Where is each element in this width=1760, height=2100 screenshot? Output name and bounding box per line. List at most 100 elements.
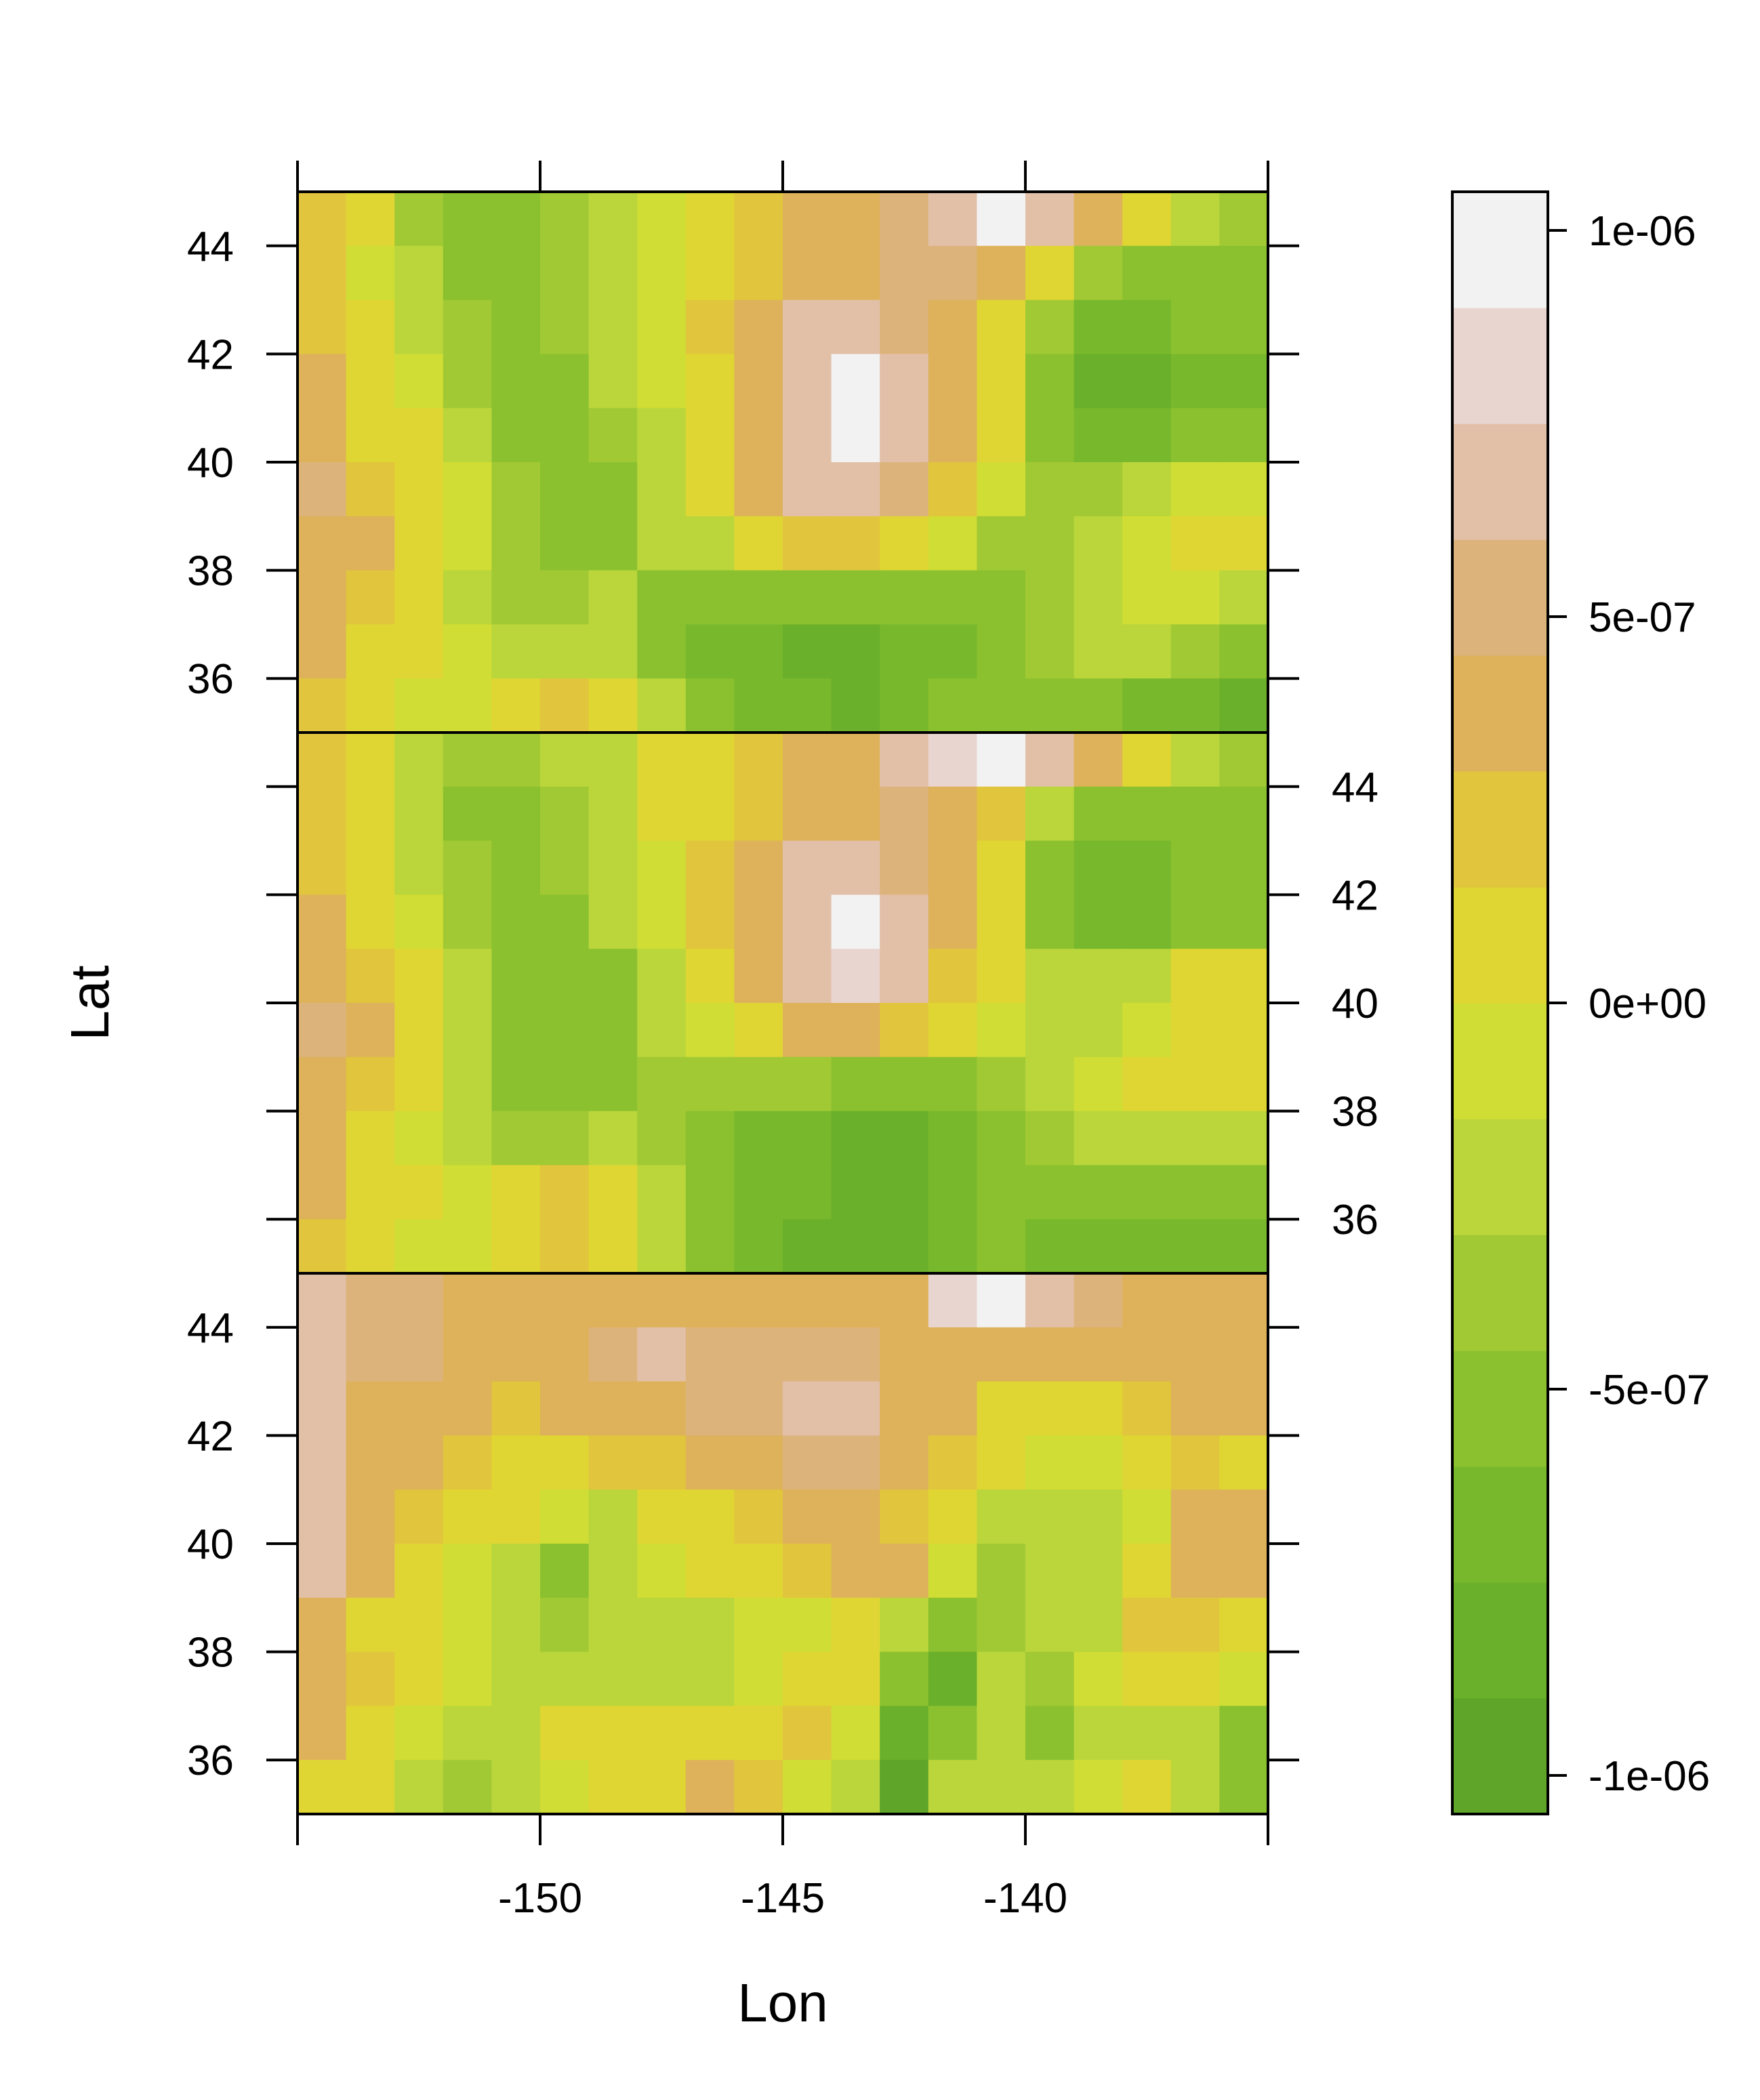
heatmap-cell: [298, 1544, 347, 1599]
heatmap-cell: [443, 570, 492, 625]
heatmap-cell: [1122, 1219, 1172, 1274]
heatmap-cell: [394, 1381, 444, 1436]
heatmap-cell: [1219, 300, 1269, 354]
heatmap-cell: [783, 1327, 832, 1382]
heatmap-cell: [928, 354, 977, 409]
heatmap-cell: [1219, 408, 1269, 463]
heatmap-cell: [443, 462, 492, 517]
heatmap-cell: [491, 1544, 541, 1599]
heatmap-cell: [491, 192, 541, 247]
heatmap-cell: [880, 245, 929, 301]
heatmap-cell: [734, 1056, 783, 1112]
heatmap-cell: [491, 1706, 541, 1761]
heatmap-cell: [443, 733, 492, 787]
heatmap-cell: [685, 1056, 735, 1112]
heatmap-cell: [831, 192, 880, 247]
heatmap-cell: [443, 1651, 492, 1706]
heatmap-cell: [298, 1111, 347, 1166]
heatmap-cell: [298, 462, 347, 517]
heatmap-cell: [491, 949, 541, 1004]
heatmap-cell: [685, 1597, 735, 1653]
heatmap-cell: [588, 1219, 638, 1274]
heatmap-cell: [298, 408, 347, 463]
heatmap-cell: [540, 733, 590, 787]
heatmap-cell: [394, 1273, 444, 1328]
heatmap-cell: [298, 1381, 347, 1436]
colorbar-segment: [1452, 539, 1548, 656]
heatmap-cell: [443, 1760, 492, 1815]
heatmap-cell: [1122, 1544, 1172, 1599]
heatmap-cell: [491, 408, 541, 463]
heatmap-cell: [880, 624, 929, 679]
heatmap-cell: [1025, 1544, 1075, 1599]
heatmap-cell: [1025, 1597, 1075, 1653]
heatmap-cell: [783, 1219, 832, 1274]
heatmap-cell: [685, 1706, 735, 1761]
heatmap-cell: [1170, 245, 1220, 301]
heatmap-cell: [298, 245, 347, 301]
heatmap-cell: [588, 1273, 638, 1328]
heatmap-cell: [588, 1003, 638, 1058]
heatmap-cell: [928, 840, 977, 895]
heatmap-cell: [1073, 1651, 1123, 1706]
heatmap-cell: [346, 1381, 395, 1436]
heatmap-cell: [1170, 408, 1220, 463]
heatmap-cell: [928, 1544, 977, 1599]
heatmap-cell: [298, 840, 347, 895]
heatmap-cell: [1073, 1219, 1123, 1274]
heatmap-cell: [831, 1597, 880, 1653]
heatmap-cell: [928, 1597, 977, 1653]
heatmap-cell: [1122, 1165, 1172, 1220]
heatmap-cell: [928, 462, 977, 517]
heatmap-cell: [1170, 1273, 1220, 1328]
heatmap-cell: [734, 894, 783, 949]
heatmap-cell: [783, 624, 832, 679]
heatmap-cell: [977, 894, 1026, 949]
heatmap-cell: [637, 408, 687, 463]
heatmap-cell: [298, 1706, 347, 1761]
heatmap-cell: [685, 1219, 735, 1274]
heatmap-cell: [394, 1544, 444, 1599]
heatmap-cell: [637, 949, 687, 1004]
heatmap-cell: [637, 1273, 687, 1328]
heatmap-cell: [394, 408, 444, 463]
heatmap-cell: [637, 192, 687, 247]
y-tick-label: 36: [1332, 1197, 1378, 1243]
heatmap-cell: [1073, 1544, 1123, 1599]
heatmap-cell: [783, 245, 832, 301]
heatmap-cell: [783, 733, 832, 787]
heatmap-cell: [637, 678, 687, 733]
heatmap-cell: [1219, 733, 1269, 787]
heatmap-cell: [1122, 1381, 1172, 1436]
heatmap-cell: [734, 733, 783, 787]
heatmap-cell: [880, 1760, 929, 1815]
heatmap-cell: [977, 462, 1026, 517]
heatmap-cell: [1025, 678, 1075, 733]
heatmap-cell: [443, 1003, 492, 1058]
heatmap-cell: [394, 1219, 444, 1274]
heatmap-cell: [1170, 733, 1220, 787]
colorbar-tick-label: 5e-07: [1589, 594, 1696, 641]
heatmap-cell: [588, 894, 638, 949]
heatmap-cell: [540, 354, 590, 409]
heatmap-cell: [831, 1327, 880, 1382]
heatmap-cell: [394, 786, 444, 842]
heatmap-cell: [637, 516, 687, 571]
heatmap-cell: [783, 1165, 832, 1220]
heatmap-cell: [928, 624, 977, 679]
heatmap-cell: [977, 1706, 1026, 1761]
heatmap-cell: [831, 1056, 880, 1112]
heatmap-cell: [540, 624, 590, 679]
heatmap-cell: [346, 192, 395, 247]
heatmap-cell: [734, 949, 783, 1004]
heatmap-cell: [346, 733, 395, 787]
heatmap-cell: [637, 570, 687, 625]
y-tick-label: 38: [1332, 1089, 1378, 1136]
heatmap-cell: [637, 1760, 687, 1815]
heatmap-cell: [880, 1706, 929, 1761]
heatmap-cell: [734, 1111, 783, 1166]
heatmap-cell: [685, 840, 735, 895]
colorbar: 1e-06 5e-07 0e+00 -5e-07 -1e-06: [1451, 190, 1710, 1815]
heatmap-cell: [783, 570, 832, 625]
heatmap-cell: [928, 1111, 977, 1166]
